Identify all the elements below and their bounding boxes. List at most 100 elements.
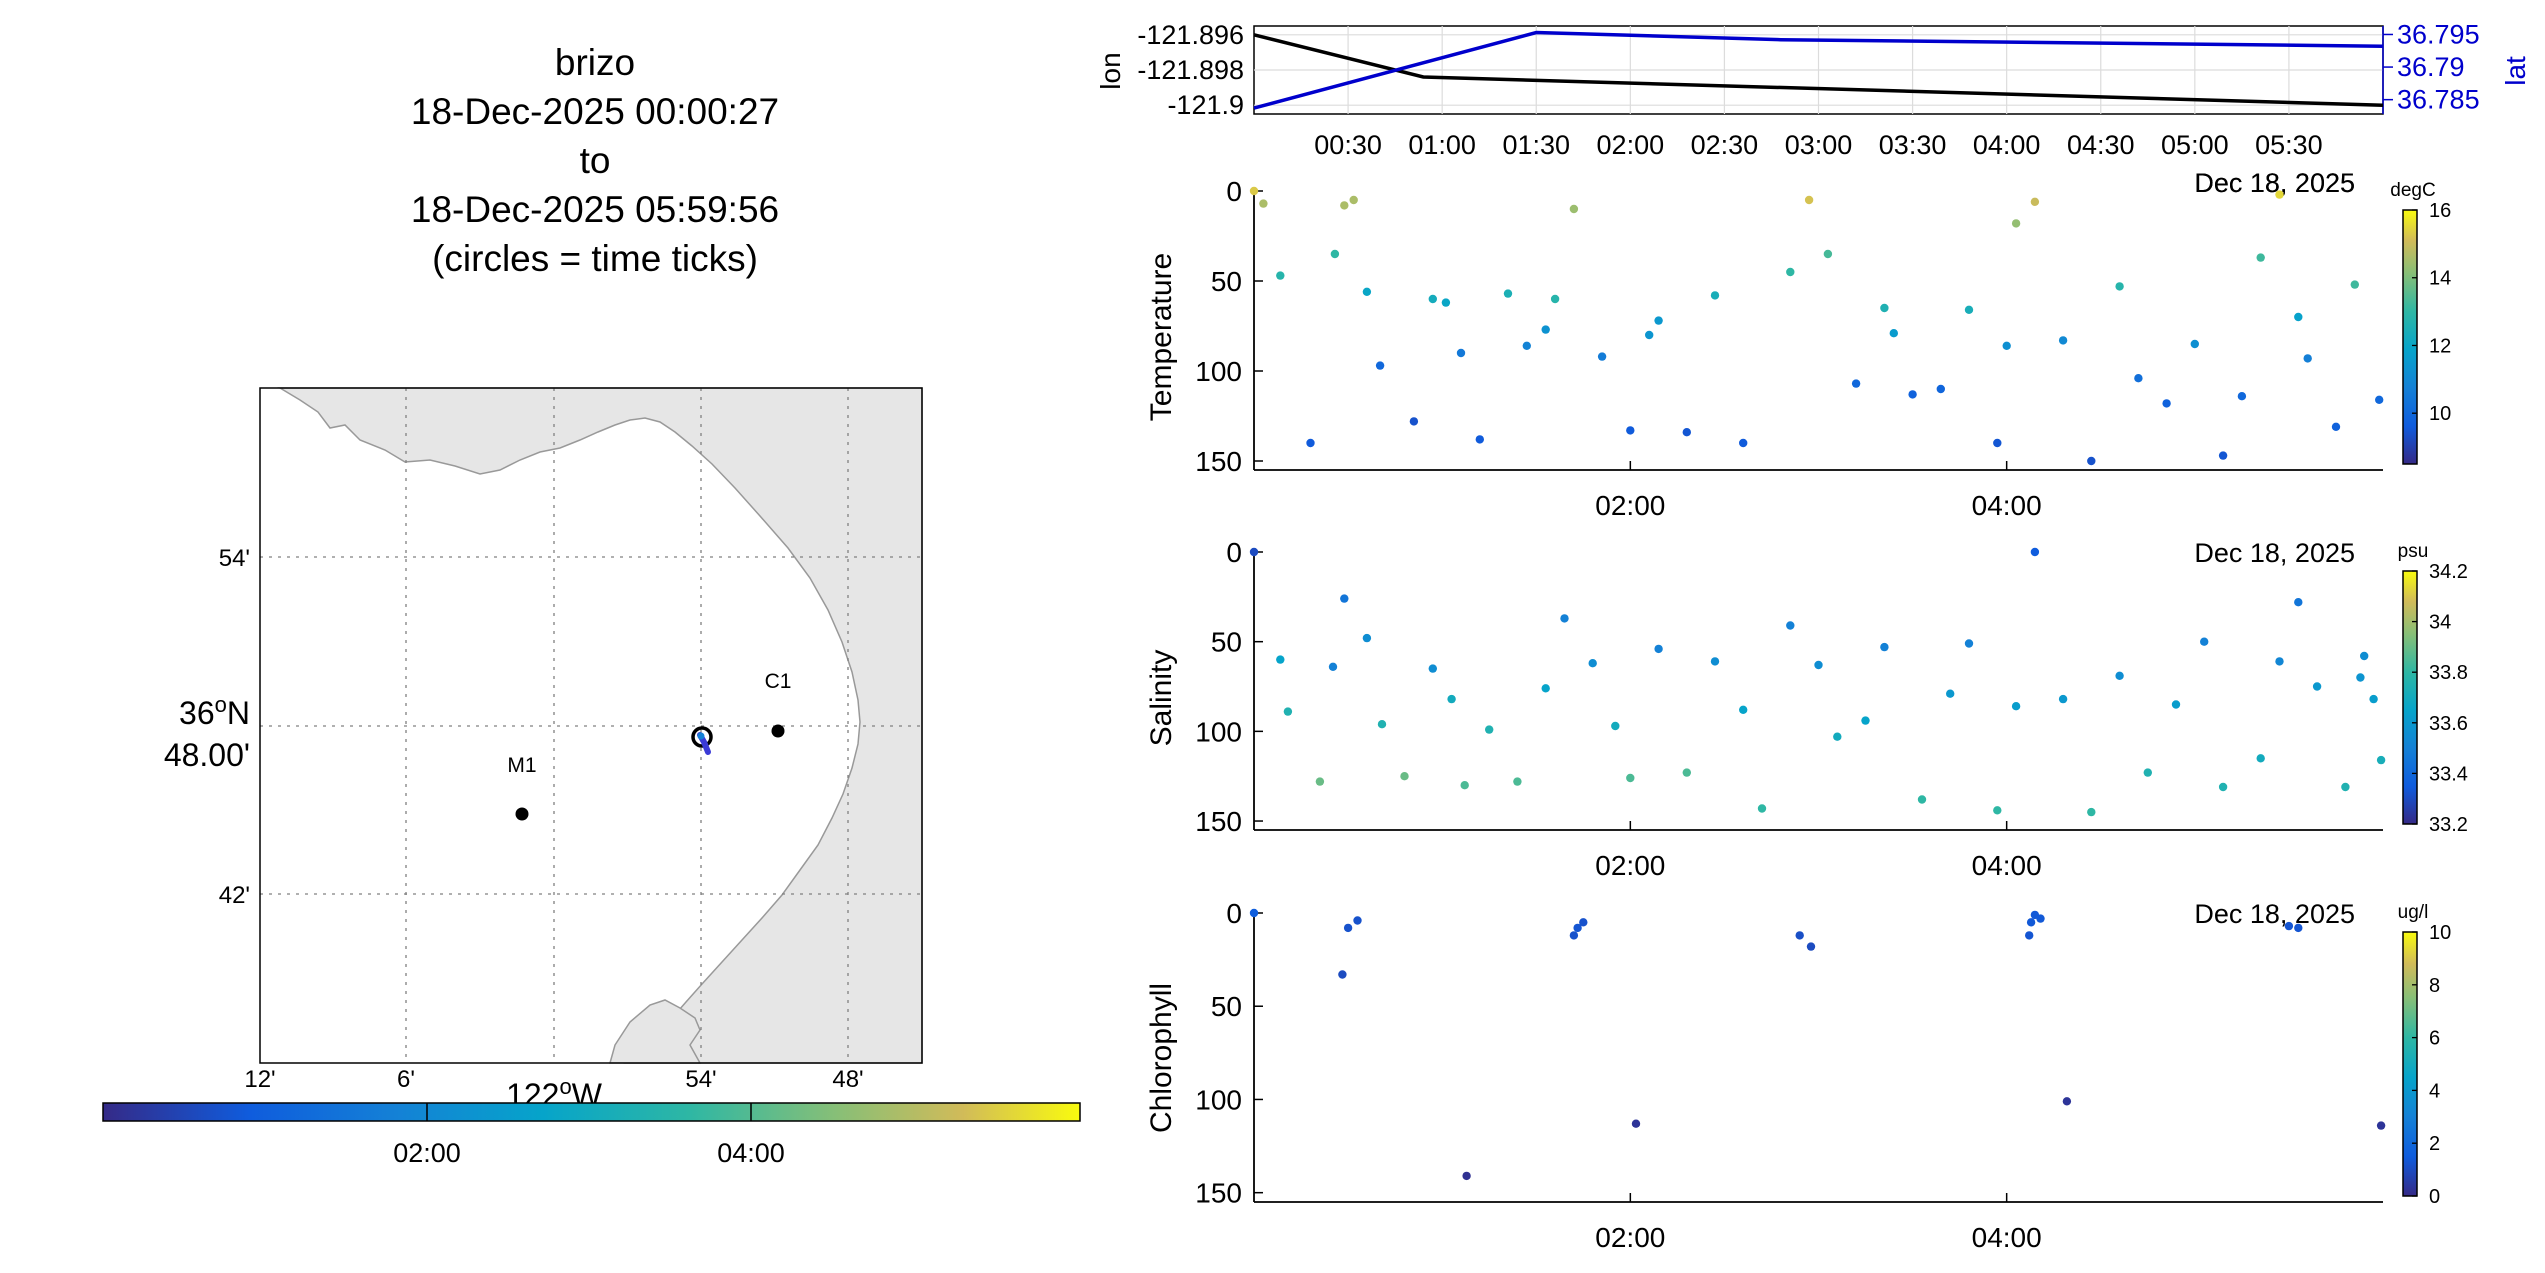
chlorophyll-data-point bbox=[2284, 921, 2294, 931]
temperature-data-point bbox=[1428, 294, 1438, 304]
chlorophyll-y-tick-label: 100 bbox=[1195, 1084, 1242, 1115]
temperature-data-point bbox=[2002, 341, 2011, 350]
station-m1-label: M1 bbox=[507, 754, 536, 777]
lon-axis-label: lon bbox=[1095, 52, 1126, 89]
temperature-y-tick-label: 150 bbox=[1195, 446, 1242, 477]
chlorophyll-cbar-tick-label: 2 bbox=[2429, 1133, 2440, 1155]
temperature-data-point bbox=[1964, 305, 1974, 314]
lon-tick-48: 48' bbox=[832, 1066, 863, 1093]
map-grid bbox=[260, 388, 922, 1063]
temperature-data-point bbox=[1375, 361, 1385, 370]
chlorophyll-units: ug/l bbox=[2398, 902, 2429, 923]
salinity-cbar-tick-label: 33.8 bbox=[2429, 662, 2468, 684]
plot-title: brizo 18-Dec-2025 00:00:27 to 18-Dec-202… bbox=[265, 38, 925, 283]
salinity-y-tick-label: 50 bbox=[1211, 627, 1242, 658]
salinity-data-point bbox=[2087, 807, 2096, 817]
end-time: 18-Dec-2025 05:59:56 bbox=[410, 189, 780, 230]
salinity-cbar-tick-label: 34.2 bbox=[2429, 561, 2468, 583]
temperature-y-tick-label: 100 bbox=[1195, 356, 1242, 387]
salinity-data-point bbox=[2058, 694, 2068, 704]
title-note: (circles = time ticks) bbox=[432, 238, 758, 279]
salinity-data-point bbox=[1626, 773, 1635, 783]
chlorophyll-data-point bbox=[2026, 918, 2036, 927]
salinity-data-point bbox=[2030, 547, 2040, 557]
temperature-data-point bbox=[1851, 379, 1861, 388]
lat-degree-label: 36oN bbox=[179, 692, 250, 731]
salinity-data-point bbox=[1283, 707, 1293, 716]
temperature-data-point bbox=[1409, 417, 1419, 426]
temperature-data-point bbox=[2162, 399, 2171, 408]
start-time: 18-Dec-2025 00:00:27 bbox=[410, 91, 780, 132]
salinity-data-point bbox=[1654, 644, 1663, 654]
lon-series-line bbox=[1253, 33, 2384, 107]
temperature-data-point bbox=[1276, 271, 1285, 280]
lonlat-x-tick-label: 02:00 bbox=[1597, 130, 1665, 160]
salinity-data-point bbox=[2218, 782, 2228, 792]
temperature-data-point bbox=[2256, 253, 2265, 262]
salinity-data-point bbox=[1400, 772, 1409, 781]
salinity-data-point bbox=[2360, 651, 2369, 661]
salinity-data-point bbox=[1786, 621, 1795, 630]
temperature-data-point bbox=[1786, 267, 1795, 277]
salinity-data-point bbox=[2376, 755, 2386, 765]
salinity-data-point bbox=[1833, 732, 1842, 741]
temperature-data-point bbox=[1362, 287, 1372, 296]
salinity-colorbar bbox=[2402, 570, 2418, 825]
chlorophyll-colorbar bbox=[2402, 931, 2418, 1197]
temperature-data-point bbox=[1682, 428, 1692, 437]
salinity-data-point bbox=[1328, 662, 1338, 671]
temperature-y-tick-label: 0 bbox=[1226, 176, 1242, 207]
chlorophyll-cbar-tick-label: 10 bbox=[2429, 922, 2451, 944]
lon-tick-54: 54' bbox=[685, 1066, 716, 1093]
salinity-data-point bbox=[2115, 671, 2124, 680]
temperature-data-point bbox=[1569, 204, 1579, 214]
temperature-data-point bbox=[1880, 303, 1889, 313]
temperature-data-point bbox=[2303, 354, 2312, 363]
temperature-y-tick-label: 50 bbox=[1211, 266, 1242, 297]
salinity-data-point bbox=[1340, 594, 1349, 603]
salinity-data-point bbox=[2341, 782, 2350, 792]
station-c1-label: C1 bbox=[765, 670, 792, 693]
chlorophyll-data-point bbox=[2025, 931, 2034, 940]
lat-tick-48: 48.00' bbox=[164, 737, 250, 773]
salinity-data-point bbox=[1485, 725, 1494, 734]
temperature-cbar-tick-label: 12 bbox=[2429, 335, 2451, 357]
map-land bbox=[277, 387, 923, 1064]
lon-tick-label: -121.9 bbox=[1167, 90, 1244, 120]
salinity-data-point bbox=[1814, 660, 1823, 670]
lonlat-x-tick-label: 05:00 bbox=[2161, 130, 2229, 160]
salinity-cbar-tick-label: 33.6 bbox=[2429, 713, 2468, 735]
chlorophyll-data-point bbox=[1249, 908, 1259, 918]
salinity-data-point bbox=[1362, 633, 1372, 643]
salinity-data-point bbox=[1560, 614, 1569, 623]
salinity-data-point bbox=[1541, 684, 1550, 693]
vehicle-name: brizo bbox=[554, 42, 636, 83]
salinity-data-point bbox=[1993, 806, 2002, 815]
temperature-data-point bbox=[2030, 197, 2040, 206]
map-panel: 54' 42' 36oN 48.00' 12' 6' 54' 48' 122oW… bbox=[102, 387, 1081, 1168]
salinity-units: psu bbox=[2398, 541, 2429, 562]
lonlat-x-tick-label: 00:30 bbox=[1314, 130, 1382, 160]
chlorophyll-data-point bbox=[1631, 1119, 1641, 1128]
temperature-data-point bbox=[1259, 199, 1268, 208]
temperature-data-point bbox=[1804, 195, 1814, 205]
salinity-data-point bbox=[2294, 598, 2303, 607]
lon-tick-label: -121.896 bbox=[1137, 20, 1244, 50]
chlorophyll-x-tick-label: 04:00 bbox=[1972, 1222, 2042, 1253]
salinity-data-point bbox=[2171, 700, 2181, 709]
temperature-units: degC bbox=[2390, 180, 2435, 201]
temperature-x-tick-label: 02:00 bbox=[1595, 490, 1665, 521]
chlorophyll-data-point bbox=[2376, 1121, 2386, 1130]
temperature-cbar-tick-label: 10 bbox=[2429, 403, 2451, 425]
lonlat-x-tick-label: 01:00 bbox=[1408, 130, 1476, 160]
chlorophyll-cbar-tick-label: 8 bbox=[2429, 975, 2440, 997]
chlorophyll-axis-label: Chlorophyll bbox=[1145, 983, 1178, 1133]
lat-tick-label: 36.785 bbox=[2397, 85, 2480, 115]
lonlat-x-tick-label: 04:00 bbox=[1973, 130, 2041, 160]
chlorophyll-data-point bbox=[1338, 970, 1347, 979]
chlorophyll-data-point bbox=[1353, 916, 1362, 925]
temperature-data-point bbox=[1993, 438, 2002, 448]
salinity-data-point bbox=[2011, 702, 2021, 711]
temperature-data-point bbox=[1654, 316, 1663, 325]
temperature-data-point bbox=[1889, 329, 1899, 338]
